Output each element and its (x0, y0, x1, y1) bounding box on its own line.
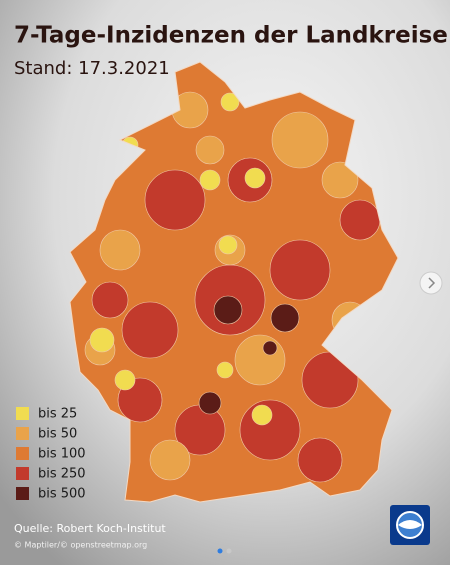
region-patch (220, 92, 240, 112)
region-patch (270, 303, 300, 333)
region-patch (114, 369, 136, 391)
region-patch (269, 239, 331, 301)
next-button[interactable] (419, 271, 443, 295)
subtitle: Stand: 17.3.2021 (14, 58, 170, 79)
legend-label: bis 250 (38, 467, 86, 482)
legend-swatch (16, 467, 29, 480)
region-patch (199, 169, 221, 191)
region-patch (216, 361, 234, 379)
logo-swoosh (398, 520, 422, 529)
region-patch (91, 281, 129, 319)
next-button-circle[interactable] (419, 271, 443, 295)
next-arrow[interactable] (428, 277, 436, 289)
region-patch (234, 334, 286, 386)
page-dot-active (217, 548, 223, 554)
legend: bis 25 bis 50 bis 100 bis 250 bis 500 (16, 407, 86, 502)
region-patch (262, 340, 278, 356)
source: Quelle: Robert Koch-Institut (14, 522, 166, 535)
region-patch (297, 437, 343, 483)
region-patch (99, 229, 141, 271)
legend-label: bis 500 (38, 487, 86, 502)
attribution: © Maptiler/© openstreetmap.org (14, 541, 147, 550)
region-patch (321, 161, 359, 199)
legend-swatch (16, 487, 29, 500)
region-patch (149, 439, 191, 481)
region-patch (218, 235, 238, 255)
region-patch (195, 135, 225, 165)
legend-swatch (16, 407, 29, 420)
region-patch (198, 391, 222, 415)
region-patch (251, 404, 273, 426)
region-patch (271, 111, 329, 169)
legend-swatch (16, 447, 29, 460)
region-patch (121, 301, 179, 359)
region-patch (244, 167, 266, 189)
region-patch (213, 295, 243, 325)
region-patch (89, 327, 115, 353)
legend-label: bis 25 (38, 407, 77, 422)
region-patch (339, 199, 381, 241)
legend-label: bis 50 (38, 427, 77, 442)
page-dot (226, 548, 232, 554)
broadcaster-logo (390, 505, 430, 545)
legend-label: bis 100 (38, 447, 86, 462)
region-patch (144, 169, 206, 231)
legend-swatch (16, 427, 29, 440)
title: 7-Tage-Inzidenzen der Landkreise (14, 23, 448, 49)
